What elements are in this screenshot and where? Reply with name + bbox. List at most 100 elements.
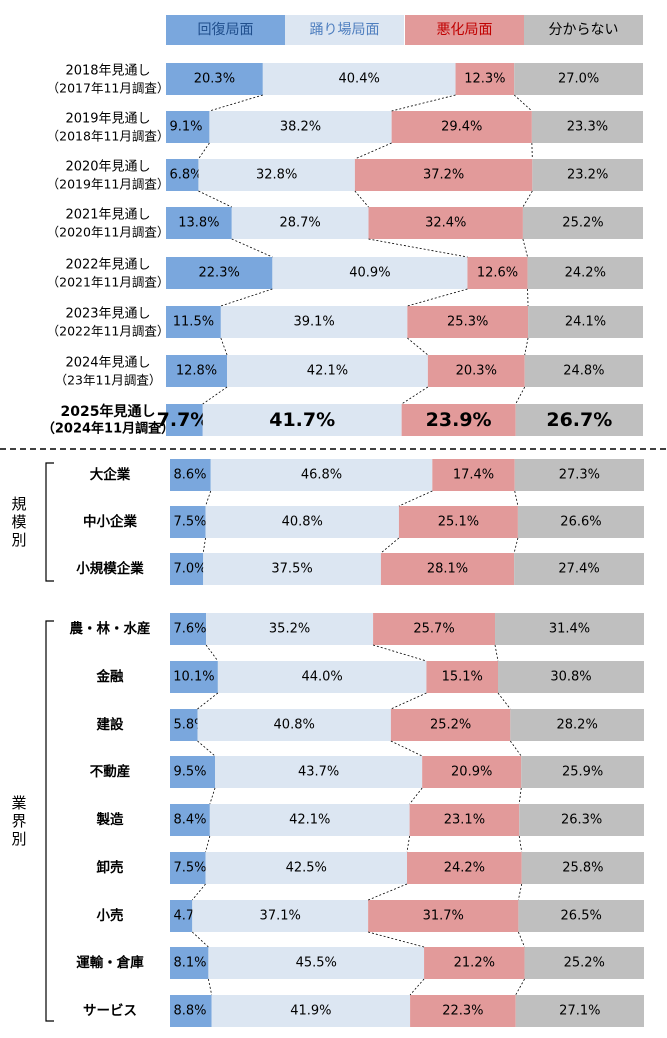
bar-segment-g2-r7-s0	[170, 947, 209, 979]
row-label-g1-r1: 中小企業	[83, 513, 137, 530]
row-label-g2-r2: 建設	[96, 716, 124, 733]
connector-g1-r1-b2	[514, 490, 519, 507]
connector-g1-r2-b2	[513, 537, 519, 554]
row-label-g2-r3: 不動産	[90, 763, 131, 780]
bar-segment-g2-r6-s1	[192, 900, 369, 932]
row-label-g0-r6-l1: （23年11月調査）	[55, 373, 162, 388]
connector-g2-r2-b2	[497, 692, 511, 710]
row-label-g0-r3-l0: 2021年見通し	[65, 208, 150, 223]
data-label-g2-r0-s3: 31.4%	[549, 622, 590, 637]
data-label-g1-r2-s2: 28.1%	[427, 562, 468, 577]
bar-segment-g1-r2-s0	[170, 553, 204, 585]
data-label-g0-r6-s2: 20.3%	[456, 364, 497, 379]
bar-segment-g2-r4-s0	[170, 804, 210, 836]
data-label-g0-r6-s3: 24.8%	[563, 364, 604, 379]
bar-segment-g0-r5-s0	[166, 306, 221, 338]
data-label-g0-r7-s0: 7.7%	[157, 409, 210, 431]
bar-segment-g2-r3-s3	[521, 756, 644, 788]
bar-segment-g2-r3-s1	[215, 756, 423, 788]
bar-segment-g2-r5-s0	[170, 852, 206, 884]
group-name-1-char-2: 別	[11, 531, 26, 549]
bar-segment-g0-r6-s1	[227, 355, 428, 387]
connector-g2-r6-b0	[191, 883, 206, 901]
bar-segment-g2-r6-s0	[170, 900, 193, 932]
connector-g0-r2-b0	[198, 142, 210, 160]
legend-swatch-2	[405, 15, 524, 45]
data-label-g2-r3-s1: 43.7%	[298, 765, 339, 780]
bar-segment-g0-r1-s0	[166, 111, 210, 143]
connector-g2-r1-b1	[372, 644, 427, 662]
connector-g0-r5-b1	[407, 288, 468, 307]
data-label-g1-r2-s0: 7.0%	[173, 562, 206, 577]
connector-g2-r7-b1	[368, 931, 425, 948]
bar-segment-g0-r1-s1	[209, 111, 392, 143]
connector-g2-r8-b0	[208, 978, 213, 996]
row-label-g1-r0: 大企業	[90, 466, 131, 483]
bar-segment-g2-r8-s3	[515, 995, 644, 1027]
data-label-g2-r1-s1: 44.0%	[301, 670, 342, 685]
bar-segment-g0-r3-s3	[522, 207, 643, 239]
bar-segment-g0-r5-s3	[528, 306, 643, 338]
data-label-g1-r1-s0: 7.5%	[173, 515, 206, 530]
connector-g2-r4-b0	[209, 787, 216, 805]
legend-swatch-1	[285, 15, 404, 45]
connector-g2-r6-b1	[367, 883, 408, 901]
data-label-g2-r4-s2: 23.1%	[444, 813, 485, 828]
bar-segment-g2-r1-s0	[170, 661, 218, 693]
data-label-g0-r4-s0: 22.3%	[199, 266, 240, 281]
data-label-g2-r7-s3: 25.2%	[564, 956, 605, 971]
bar-segment-g0-r1-s3	[531, 111, 643, 143]
group-bracket-1	[45, 462, 54, 582]
bar-segment-g1-r2-s2	[380, 553, 515, 585]
data-label-g2-r4-s0: 8.4%	[173, 813, 206, 828]
bar-segment-g2-r2-s2	[390, 709, 511, 741]
data-label-g2-r2-s3: 28.2%	[557, 718, 598, 733]
data-label-g2-r1-s0: 10.1%	[173, 670, 214, 685]
row-label-g1-r2: 小規模企業	[76, 560, 144, 577]
data-label-g2-r7-s1: 45.5%	[296, 956, 337, 971]
row-label-g0-r7-l0: 2025年見通し	[61, 403, 156, 420]
row-label-g0-r1-l0: 2019年見通し	[65, 112, 150, 127]
row-label-g0-r1-l1: （2018年11月調査）	[47, 129, 170, 144]
data-label-g2-r1-s2: 15.1%	[442, 670, 483, 685]
bar-segment-g0-r5-s1	[220, 306, 408, 338]
bar-segment-g1-r1-s0	[170, 506, 206, 538]
bar-segment-g2-r0-s1	[206, 613, 374, 645]
connector-g0-r7-b2	[515, 386, 526, 405]
connector-g2-r5-b1	[406, 835, 411, 853]
bar-segment-g1-r2-s3	[514, 553, 644, 585]
group-name-1-char-0: 規	[11, 495, 26, 513]
data-label-g1-r1-s2: 25.1%	[438, 515, 479, 530]
data-label-g1-r0-s1: 46.8%	[301, 468, 342, 483]
row-label-g0-r7-l1: （2024年11月調査）	[42, 421, 174, 437]
connector-g0-r3-b2	[522, 190, 533, 208]
connector-g0-r6-b1	[407, 337, 429, 356]
legend-swatch-0	[166, 15, 285, 45]
row-label-g2-r1: 金融	[96, 668, 124, 685]
bar-segment-g0-r6-s3	[524, 355, 643, 387]
connector-g2-r4-b1	[409, 787, 423, 805]
data-label-g2-r5-s2: 24.2%	[444, 861, 485, 876]
bar-segment-g0-r3-s2	[368, 207, 523, 239]
row-label-g0-r5-l0: 2023年見通し	[65, 307, 150, 322]
bar-segment-g0-r2-s0	[166, 159, 199, 191]
data-label-g0-r0-s3: 27.0%	[558, 72, 599, 87]
data-label-g2-r4-s1: 42.1%	[289, 813, 330, 828]
connector-g0-r4-b0	[231, 238, 273, 258]
bar-segment-g2-r2-s0	[170, 709, 198, 741]
data-label-g0-r0-s2: 12.3%	[464, 72, 505, 87]
connector-g2-r5-b0	[205, 835, 211, 853]
data-label-g2-r6-s2: 31.7%	[423, 909, 464, 924]
bar-segment-g0-r7-s1	[202, 404, 402, 436]
connector-g0-r3-b1	[354, 190, 369, 208]
connector-g2-r8-b1	[409, 978, 425, 996]
data-label-g0-r1-s3: 23.3%	[567, 120, 608, 135]
data-label-g2-r5-s1: 42.5%	[286, 861, 327, 876]
bar-segment-g0-r0-s0	[166, 63, 263, 95]
data-label-g0-r3-s3: 25.2%	[562, 216, 603, 231]
data-label-g1-r1-s1: 40.8%	[282, 515, 323, 530]
bar-segment-g0-r6-s2	[427, 355, 525, 387]
bar-segment-g1-r0-s1	[210, 459, 433, 491]
bar-segment-g2-r2-s1	[197, 709, 391, 741]
bar-segment-g2-r0-s2	[373, 613, 496, 645]
